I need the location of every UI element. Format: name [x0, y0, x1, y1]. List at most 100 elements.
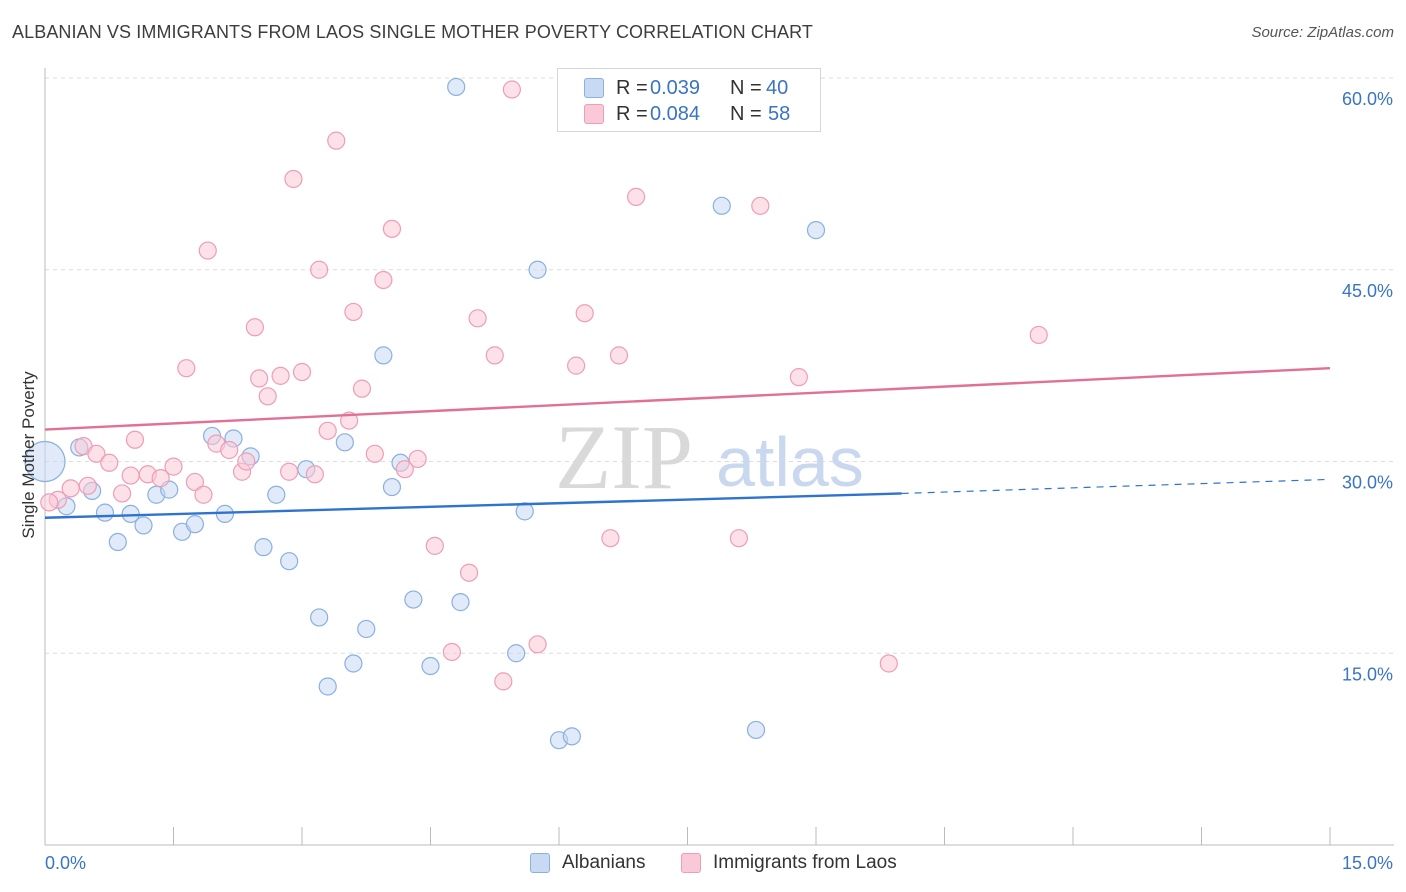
n-label: N =: [730, 103, 762, 125]
albanians-point: [108, 532, 127, 552]
x-tick-label: 0.0%: [45, 853, 86, 873]
r-value-albanians: 0.039: [650, 77, 701, 99]
r-label: R =: [616, 77, 648, 99]
y-tick-label: 30.0%: [1342, 473, 1393, 493]
chart-title: ALBANIAN VS IMMIGRANTS FROM LAOS SINGLE …: [12, 22, 814, 42]
data-points: [24, 77, 1048, 750]
albanians-point: [254, 538, 273, 557]
n-label: N =: [730, 77, 762, 99]
laos-point: [502, 80, 521, 99]
y-axis-label: Single Mother Poverty: [19, 371, 38, 539]
albanians-point: [806, 221, 826, 240]
r-label: R =: [616, 103, 648, 125]
laos-point: [327, 131, 346, 150]
albanians-point: [310, 608, 329, 627]
laos-point: [40, 493, 59, 512]
laos-point: [494, 672, 513, 691]
albanians-point: [134, 516, 153, 535]
albanians-point: [185, 515, 205, 534]
laos-point: [567, 356, 586, 375]
albanians-point: [357, 619, 376, 639]
x-tick-label: 15.0%: [1342, 853, 1393, 873]
laos-swatch: [584, 104, 604, 124]
laos-legend-swatch: [681, 853, 701, 873]
laos-point: [185, 472, 205, 492]
laos-point: [305, 465, 324, 484]
y-tick-label: 45.0%: [1342, 281, 1393, 301]
albanians-point: [562, 727, 581, 746]
laos-point: [310, 260, 329, 279]
albanians-point: [280, 552, 299, 571]
laos-point: [177, 359, 196, 378]
n-value-albanians: 40: [766, 77, 789, 99]
laos-point: [459, 563, 479, 582]
watermark-atlas: atlas: [716, 423, 864, 501]
laos-point: [220, 440, 239, 460]
laos-point: [250, 369, 269, 388]
laos-legend-label: Immigrants from Laos: [713, 852, 897, 873]
laos-point: [284, 169, 303, 189]
laos-point: [61, 479, 80, 498]
laos-point: [485, 346, 504, 365]
albanians-point: [344, 654, 363, 673]
laos-point: [408, 449, 427, 469]
albanians-point: [421, 656, 440, 676]
laos-point: [112, 484, 132, 503]
laos-point: [271, 366, 290, 385]
albanians-point: [24, 440, 66, 483]
laos-point: [125, 430, 145, 449]
watermark: ZIP atlas: [555, 406, 864, 508]
albanians-point: [712, 196, 731, 215]
albanians-point: [267, 485, 286, 504]
albanians-point: [374, 346, 393, 365]
laos-point: [151, 469, 170, 488]
laos-point: [318, 421, 337, 440]
albanians-point: [382, 477, 402, 497]
albanians-trend-line: [44, 492, 902, 519]
laos-trend-line: [44, 366, 1331, 431]
n-value-laos: 58: [768, 103, 791, 125]
laos-point: [237, 452, 256, 471]
laos-point: [245, 318, 264, 337]
laos-point: [601, 529, 620, 548]
laos-point: [395, 460, 414, 479]
laos-point: [879, 654, 898, 673]
albanians-point: [447, 77, 466, 97]
laos-point: [164, 457, 183, 476]
stats-legend: R = 0.039 N = 40 R = 0.084 N = 58: [557, 68, 821, 132]
laos-point: [425, 536, 444, 555]
laos-point: [382, 219, 402, 238]
laos-point: [365, 444, 384, 463]
axes: [44, 68, 1394, 846]
albanians-point: [746, 720, 766, 740]
albanians-point: [507, 644, 526, 663]
albanians-point: [451, 593, 470, 612]
laos-point: [374, 270, 393, 290]
source-label: Source: ZipAtlas.com: [1251, 24, 1394, 41]
laos-point: [87, 444, 106, 463]
albanians-legend-swatch: [530, 853, 550, 873]
laos-point: [751, 196, 770, 215]
laos-point: [292, 362, 312, 382]
grid-lines: [45, 77, 1394, 654]
albanians-point: [404, 590, 423, 609]
y-tick-label: 60.0%: [1342, 89, 1393, 109]
laos-point: [194, 485, 213, 504]
laos-point: [575, 304, 594, 323]
laos-point: [121, 466, 140, 485]
laos-point: [468, 309, 487, 328]
laos-point: [280, 462, 299, 481]
y-tick-label: 15.0%: [1342, 664, 1393, 684]
laos-point: [1029, 325, 1048, 345]
laos-point: [442, 642, 462, 662]
albanians-point: [528, 260, 547, 279]
laos-point: [729, 529, 749, 548]
albanians-point: [95, 503, 115, 522]
albanians-point: [318, 677, 337, 696]
albanians-trend-extension: [901, 478, 1331, 495]
laos-point: [352, 379, 372, 398]
laos-point: [78, 476, 97, 495]
watermark-zip: ZIP: [555, 406, 693, 508]
r-value-laos: 0.084: [650, 103, 701, 125]
